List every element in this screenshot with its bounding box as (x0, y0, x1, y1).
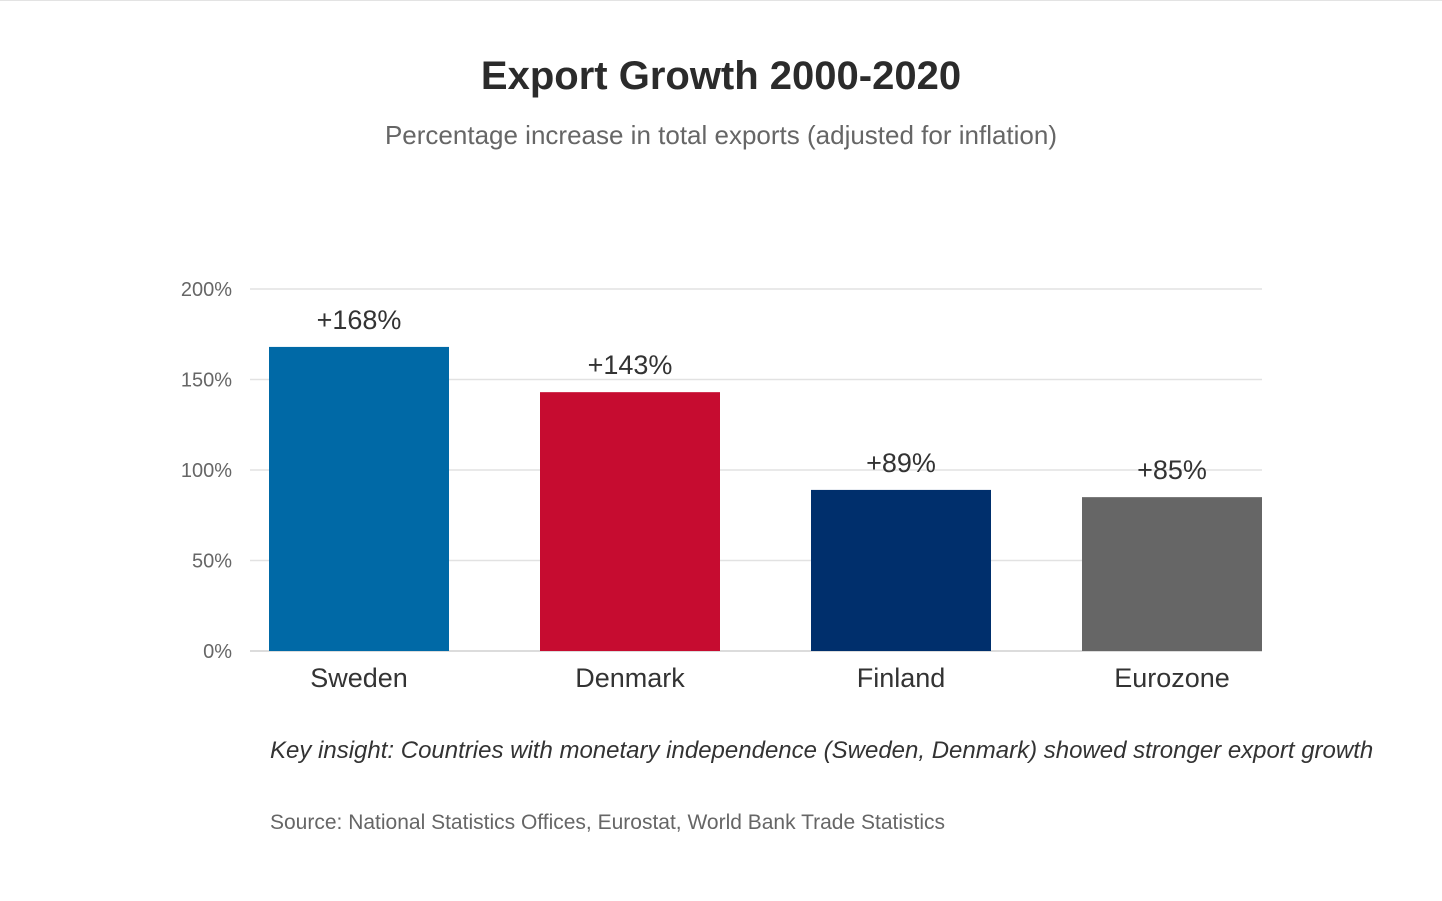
data-label: +85% (1137, 455, 1207, 485)
x-category-label: Denmark (575, 663, 685, 693)
source-note: Source: National Statistics Offices, Eur… (270, 811, 946, 834)
x-category-label: Sweden (310, 663, 408, 693)
data-label: +89% (866, 448, 936, 478)
chart-subtitle: Percentage increase in total exports (ad… (384, 120, 1058, 150)
x-category-label: Eurozone (1114, 663, 1230, 693)
key-insight-note: Key insight: Countries with monetary ind… (270, 737, 1374, 764)
x-category-label: Finland (857, 663, 946, 693)
y-tick-label: 200% (181, 279, 232, 301)
bar-denmark (540, 392, 720, 651)
bar-sweden (269, 346, 449, 651)
y-tick-label: 0% (203, 641, 232, 663)
y-tick-label: 150% (181, 370, 232, 392)
chart-title: Export Growth 2000-2020 (480, 54, 962, 98)
data-label: +168% (317, 305, 402, 335)
y-tick-label: 50% (192, 551, 232, 573)
top-border (0, 0, 1442, 1)
data-label: +143% (588, 350, 673, 380)
bar-finland (811, 489, 991, 651)
y-tick-label: 100% (181, 460, 232, 482)
bar-eurozone (1082, 497, 1262, 651)
